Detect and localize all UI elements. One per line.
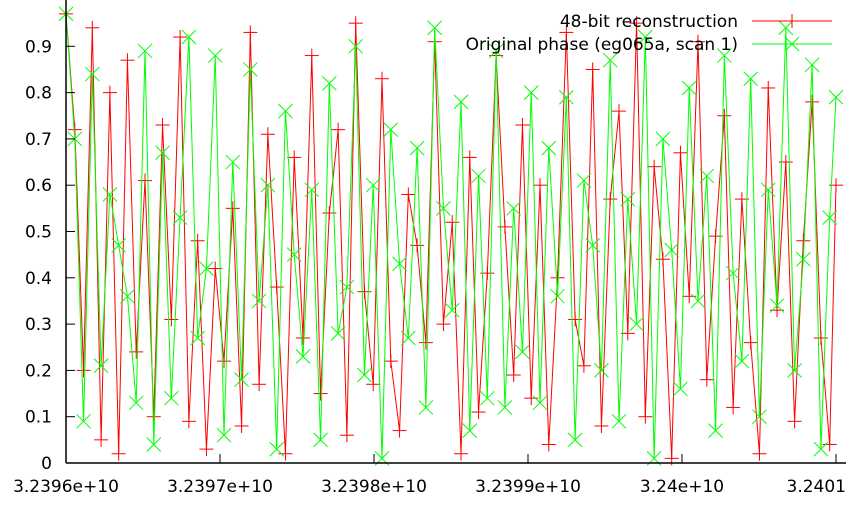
data-point-reconstruction (612, 104, 626, 118)
data-point-reconstruction (682, 289, 696, 303)
data-point-reconstruction (77, 363, 91, 377)
data-point-reconstruction (445, 215, 459, 229)
data-point-reconstruction (191, 234, 205, 248)
data-point-reconstruction (744, 336, 758, 350)
data-point-reconstruction (401, 187, 415, 201)
data-point-reconstruction (594, 419, 608, 433)
data-point-reconstruction (551, 271, 565, 285)
data-point-reconstruction (568, 312, 582, 326)
data-point-reconstruction (138, 174, 152, 188)
data-point-reconstruction (761, 81, 775, 95)
data-point-reconstruction (296, 331, 310, 345)
data-point-reconstruction (472, 405, 486, 419)
data-point-reconstruction (603, 192, 617, 206)
data-point-reconstruction (235, 419, 249, 433)
legend-sample-reconstruction (752, 14, 832, 28)
data-point-reconstruction (182, 414, 196, 428)
data-point-reconstruction (94, 433, 108, 447)
x-tick-label: 3.2399e+10 (475, 477, 581, 497)
data-point-reconstruction (638, 410, 652, 424)
data-point-reconstruction (673, 146, 687, 160)
x-tick-label: 3.24e+10 (640, 477, 724, 497)
data-point-reconstruction (375, 72, 389, 86)
data-point-reconstruction (436, 317, 450, 331)
data-point-reconstruction (586, 62, 600, 76)
data-point-reconstruction (147, 410, 161, 424)
data-point-reconstruction (243, 25, 257, 39)
data-point-reconstruction (717, 109, 731, 123)
legend-entry-original-phase: Original phase (eg065a, scan 1) (466, 35, 738, 55)
data-point-reconstruction (103, 86, 117, 100)
data-point-reconstruction (305, 49, 319, 63)
data-point-reconstruction (515, 118, 529, 132)
y-tick-label: 0.3 (25, 315, 52, 335)
y-tick-label: 0.5 (25, 223, 52, 243)
y-tick-label: 0.4 (25, 269, 52, 289)
y-tick-label: 0.9 (25, 37, 52, 57)
x-tick-label: 3.2396e+10 (13, 477, 119, 497)
data-point-reconstruction (287, 150, 301, 164)
data-point-reconstruction (173, 30, 187, 44)
data-point-reconstruction (164, 312, 178, 326)
data-point-reconstruction (524, 391, 538, 405)
data-point-reconstruction (577, 359, 591, 373)
data-point-reconstruction (384, 354, 398, 368)
data-point-reconstruction (463, 150, 477, 164)
data-point-reconstruction (85, 21, 99, 35)
data-point-reconstruction (533, 178, 547, 192)
data-point-reconstruction (805, 95, 819, 109)
data-point-reconstruction (340, 428, 354, 442)
legend-entry-reconstruction: 48-bit reconstruction (560, 12, 738, 32)
y-tick-label: 0.6 (25, 176, 52, 196)
data-point-reconstruction (419, 336, 433, 350)
data-point-reconstruction (217, 354, 231, 368)
data-point-reconstruction (823, 437, 837, 451)
x-tick-label: 3.2397e+10 (167, 477, 273, 497)
y-tick-label: 0 (41, 454, 52, 474)
data-point-reconstruction (726, 400, 740, 414)
y-tick-label: 0.1 (25, 408, 52, 428)
data-point-reconstruction (199, 442, 213, 456)
x-tick-label: 3.2401 (787, 477, 846, 497)
data-point-reconstruction (542, 437, 556, 451)
data-point-reconstruction (788, 414, 802, 428)
data-point-reconstruction (331, 123, 345, 137)
data-point-reconstruction (226, 201, 240, 215)
data-point-reconstruction (357, 285, 371, 299)
legend-sample-original-phase (752, 37, 832, 51)
data-point-reconstruction (349, 16, 363, 30)
data-point-reconstruction (112, 447, 126, 461)
data-point-reconstruction (156, 118, 170, 132)
y-tick-label: 0.8 (25, 84, 52, 104)
data-point-reconstruction (507, 368, 521, 382)
data-point-reconstruction (647, 160, 661, 174)
y-tick-label: 0.2 (25, 361, 52, 381)
data-point-reconstruction (252, 377, 266, 391)
data-point-reconstruction (779, 155, 793, 169)
data-point-reconstruction (700, 373, 714, 387)
data-point-reconstruction (314, 387, 328, 401)
data-point-reconstruction (261, 127, 275, 141)
data-point-reconstruction (752, 447, 766, 461)
x-tick-label: 3.2398e+10 (321, 477, 427, 497)
data-point-reconstruction (120, 53, 134, 67)
data-point-reconstruction (796, 234, 810, 248)
y-tick-label: 0.7 (25, 130, 52, 150)
data-point-reconstruction (393, 424, 407, 438)
data-point-reconstruction (454, 447, 468, 461)
series-layer (59, 7, 843, 465)
data-point-reconstruction (278, 447, 292, 461)
